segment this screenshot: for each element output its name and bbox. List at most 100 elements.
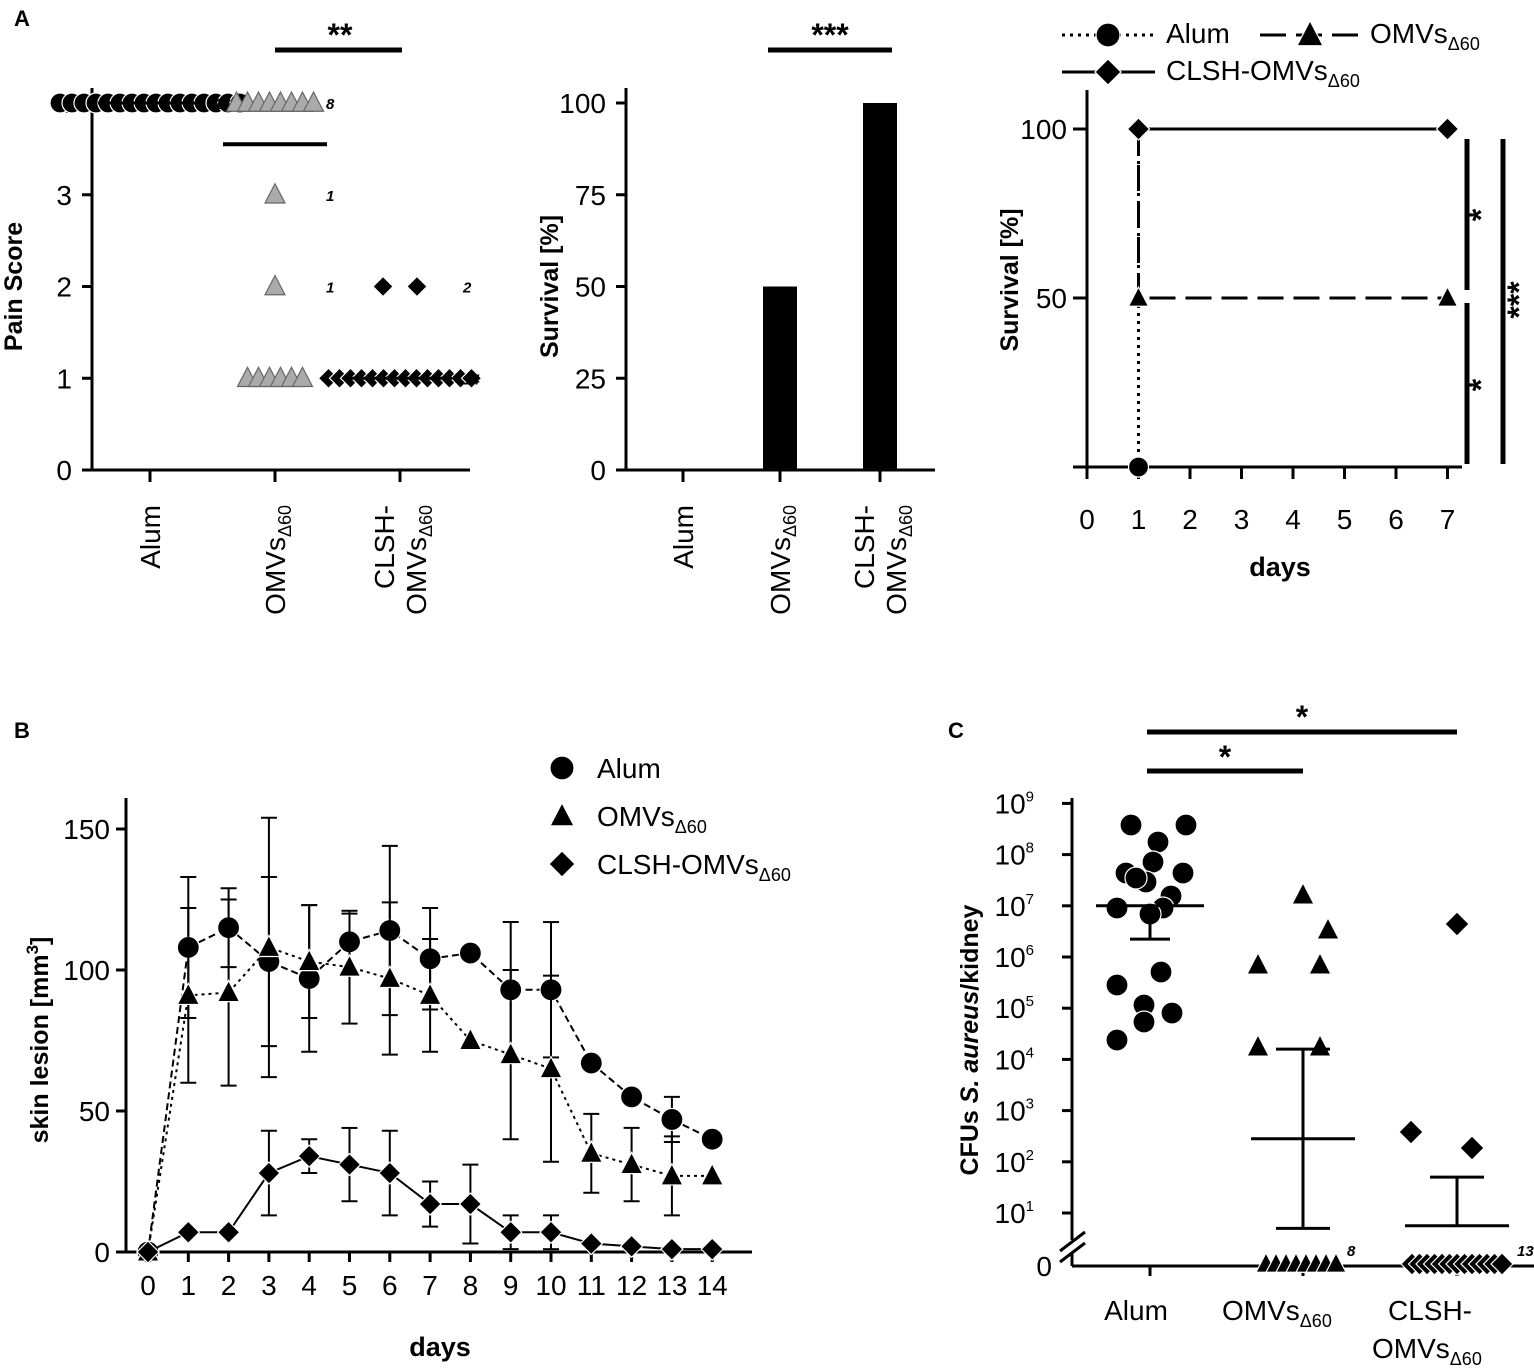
superscript: 1	[1026, 1198, 1034, 1215]
x-tick-label: 12	[616, 1270, 647, 1301]
x-axis-label: days	[409, 1332, 471, 1362]
x-tick-label: 14	[697, 1270, 728, 1301]
data-point	[458, 1027, 483, 1051]
data-point	[498, 1220, 523, 1245]
subscript: Δ60	[275, 505, 295, 537]
category-label: OMVsΔ60	[1372, 1333, 1482, 1369]
data-point	[337, 953, 362, 977]
subscript: Δ60	[1448, 34, 1480, 54]
legend-marker-alum	[1095, 22, 1121, 48]
data-point	[291, 365, 314, 388]
count-label: 1	[326, 280, 334, 297]
x-tick-label: 6	[1388, 504, 1404, 535]
superscript: 3	[23, 945, 42, 954]
count-label: 8	[326, 96, 335, 113]
legend-marker-clsh	[548, 850, 576, 878]
data-point	[579, 1139, 604, 1163]
x-tick-label: 0	[140, 1270, 156, 1301]
y-tick-label: 102	[995, 1147, 1035, 1178]
data-point	[458, 1192, 483, 1216]
y-tick-label: 104	[995, 1044, 1035, 1075]
data-point	[377, 965, 402, 989]
y-axis-label: Survival [%]	[996, 208, 1024, 351]
data-point	[1444, 911, 1470, 937]
data-point	[619, 1151, 644, 1175]
x-tick-label: 5	[1337, 504, 1353, 535]
data-point	[176, 981, 201, 1006]
subscript: Δ60	[1450, 1349, 1482, 1369]
subscript: Δ60	[1300, 1311, 1332, 1331]
data-point	[1171, 861, 1195, 885]
data-point	[700, 1127, 724, 1151]
data-point	[1160, 1001, 1184, 1025]
subscript: Δ60	[780, 505, 800, 537]
superscript: 2	[1026, 1147, 1034, 1164]
data-point	[176, 1220, 201, 1245]
axis-break	[1059, 1241, 1086, 1264]
data-point	[1126, 117, 1151, 141]
category-1: OMVsΔ60	[260, 505, 295, 615]
category-label: OMVsΔ60	[765, 505, 800, 615]
series-line	[1137, 129, 1448, 300]
y-tick-label: 100	[559, 88, 606, 119]
count-label: 14	[463, 371, 480, 388]
y-tick-label: 3	[56, 180, 72, 211]
data-point	[406, 275, 428, 298]
data-point	[660, 1107, 684, 1132]
category-0: Alum	[668, 505, 699, 569]
subscript: Δ60	[896, 505, 916, 537]
y-tick-label: 2	[56, 272, 72, 303]
category-2: CLSH- OMVsΔ60	[369, 505, 436, 615]
data-point	[458, 941, 482, 965]
data-point	[1119, 813, 1143, 837]
superscript: 9	[1026, 788, 1034, 805]
y-tick-label: 75	[575, 180, 606, 211]
category-label: CLSH-	[369, 505, 400, 589]
count-label: 1	[326, 188, 334, 205]
y-axis-label: skin lesion [mm3]	[23, 937, 54, 1144]
count-label: 16	[214, 96, 231, 113]
data-point	[1132, 1010, 1156, 1034]
significance-label: ***	[1501, 281, 1534, 319]
x-tick-label: 1	[1131, 504, 1147, 535]
y-tick-label: 101	[995, 1198, 1035, 1229]
legend-marker-omvs	[1296, 19, 1324, 47]
legend-label-clsh: CLSH-OMVsΔ60	[1166, 55, 1360, 91]
data-point	[1316, 916, 1340, 940]
superscript: 6	[1026, 942, 1034, 959]
data-point	[1105, 896, 1129, 920]
data-point	[377, 1161, 402, 1185]
x-tick-label: 9	[503, 1270, 519, 1301]
y-tick-label: 100	[63, 955, 110, 986]
subscript: Δ60	[416, 505, 436, 537]
count-label: 8	[1347, 1243, 1356, 1260]
superscript: 4	[1026, 1044, 1034, 1061]
data-point	[1127, 285, 1150, 307]
y-tick-label: 108	[995, 840, 1035, 871]
data-point	[418, 981, 443, 1006]
y-tick-label: 100	[1020, 114, 1067, 145]
data-point	[256, 934, 281, 958]
data-point	[1174, 813, 1198, 837]
data-point	[660, 1237, 684, 1262]
y-axis-label: Survival [%]	[536, 215, 564, 358]
y-tick-label: 109	[995, 788, 1035, 819]
data-point	[1398, 1119, 1424, 1145]
x-tick-label: 0	[1079, 504, 1095, 535]
bar	[763, 286, 797, 470]
data-point	[1246, 1033, 1270, 1057]
category-label: OMVsΔ60	[401, 505, 436, 615]
y-tick-label: 106	[995, 942, 1035, 973]
bar	[863, 103, 897, 470]
data-point	[1308, 951, 1332, 975]
significance-label: *	[1219, 739, 1232, 775]
data-point	[1308, 1033, 1332, 1057]
panel-a-pain-score: A01234Pain ScoreAlumOMVsΔ60CLSH-OMVsΔ601…	[0, 6, 483, 615]
significance-label: *	[1296, 699, 1309, 735]
data-point	[1435, 117, 1460, 141]
y-axis-label-italic: S. aureus	[956, 991, 984, 1104]
subscript: Δ60	[1328, 71, 1360, 91]
